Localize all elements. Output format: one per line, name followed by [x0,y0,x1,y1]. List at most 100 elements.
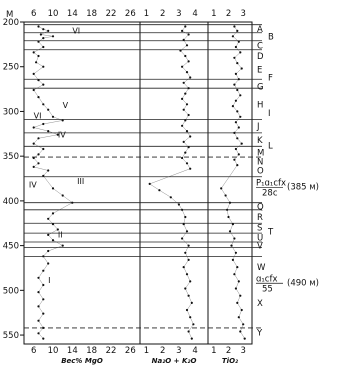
tio2-data-point [236,29,239,32]
zone-label: A [257,25,263,35]
mgo-data-point [37,319,40,322]
alk-data-point [184,251,187,254]
zone-label: U [257,234,263,244]
tio2-data-point [228,201,232,204]
mgo-bottom-tick-label: 6 [31,346,36,356]
tio2-data-point [233,83,236,86]
depth-tick-label: 200 [3,18,19,28]
alk-data-point [158,189,161,192]
mgo-data-point [32,88,35,92]
mgo-data-point [37,137,40,140]
tio2-data-point [233,158,236,161]
depth-tick-label: 350 [3,152,19,162]
mgo-data-point [61,244,64,247]
formation-formula: ɑ₁cfx [256,274,278,284]
zone-boundaries [24,24,262,329]
mgo-data-point [51,239,55,242]
unit-roman-label: I [48,276,50,285]
mgo-data-point [42,122,45,126]
mgo-top-tick-label: 10 [48,9,59,19]
zone-label: T [267,227,274,237]
alk-top-tick-label: 2 [160,9,165,19]
mgo-data-point [32,72,35,75]
tio2-data-point [234,45,237,49]
mgo-data-point [42,65,45,68]
depth-tick-label: 250 [3,63,19,73]
alk-data-point [185,103,189,106]
tio2-data-point [243,337,246,340]
mgo-data-point [56,228,59,231]
mgo-data-point [51,187,55,190]
alk-data-point [184,92,187,95]
tio2-data-point [224,194,227,197]
mgo-data-point [51,212,55,215]
mgo-data-point [56,133,59,136]
zone-label: K [257,136,263,146]
mgo-data-point [47,262,50,265]
unit-roman-label: IV [58,130,66,139]
tio2-data-point [236,62,239,65]
alk-data-point [185,44,189,47]
alk-top-tick-label: 1 [144,9,149,19]
unit-roman-label: III [77,177,84,186]
mgo-data-point [47,249,50,253]
mgo-data-point [51,35,55,38]
alk-data-point [185,162,189,165]
mgo-data-point [42,269,45,272]
mgo-data-point [42,103,45,106]
tio2-data-point [237,280,240,283]
tio2-data-point [239,294,242,297]
mgo-top-tick-label: 22 [106,9,117,19]
alk-data-point [182,140,185,143]
tio2-bottom-tick-label: 2 [226,346,231,356]
depth-tick-label: 550 [3,331,19,341]
mgo-axis-label: Вес% MgO [61,357,103,365]
formation-thickness-note: (385 м) [287,183,319,193]
alk-data-point [148,182,151,185]
alk-top-tick-label: 3 [176,9,181,19]
mgo-data-point [42,283,45,287]
tio2-data-point [234,251,237,254]
tio2-data-point [233,237,236,240]
formation-formula: P₁ɑ₁cfx [256,179,286,189]
tio2-data-point [227,215,230,219]
tio2-data-point [220,187,223,190]
alk-data-point [177,203,180,206]
tio2-data-point [236,164,239,167]
tio2-data-point [237,153,240,156]
tio2-data-point [239,94,242,97]
mgo-data-point [39,33,43,36]
zone-label: Y [256,328,263,338]
zone-label: D [257,52,264,62]
alk-data-point [181,156,184,160]
alk-data-point [184,54,187,58]
zone-label: X [257,299,263,309]
alk-data-point [189,167,192,170]
mgo-data-point [37,79,40,82]
tio2-data-point [234,121,237,124]
tio2-top-tick-label: 2 [226,9,231,19]
mgo-bottom-tick-label: 22 [106,346,117,356]
alk-axis-label: Na₂O + K₂O [152,357,197,365]
tio2-data-point [231,35,234,38]
mgo-data-point [37,305,40,308]
tio2-data-point [233,273,236,276]
tio2-data-point [236,88,239,92]
zone-label: N [257,158,263,168]
alk-data-point [181,97,184,100]
alk-bottom-tick-label: 3 [176,346,181,356]
mgo-data-point [51,115,55,118]
tio2-data-point [234,287,237,290]
alk-data-point [187,244,190,247]
tio2-data-point [240,308,243,312]
depth-tick-label: 400 [3,197,19,207]
alk-data-point [187,113,190,117]
mgo-data-point [47,233,50,236]
mgo-top-tick-label: 18 [86,9,97,19]
alk-data-point [179,49,182,52]
alk-data-point [187,60,190,63]
zone-label: W [257,263,266,273]
alk-bottom-tick-label: 1 [144,346,149,356]
mgo-data-point [47,130,50,133]
